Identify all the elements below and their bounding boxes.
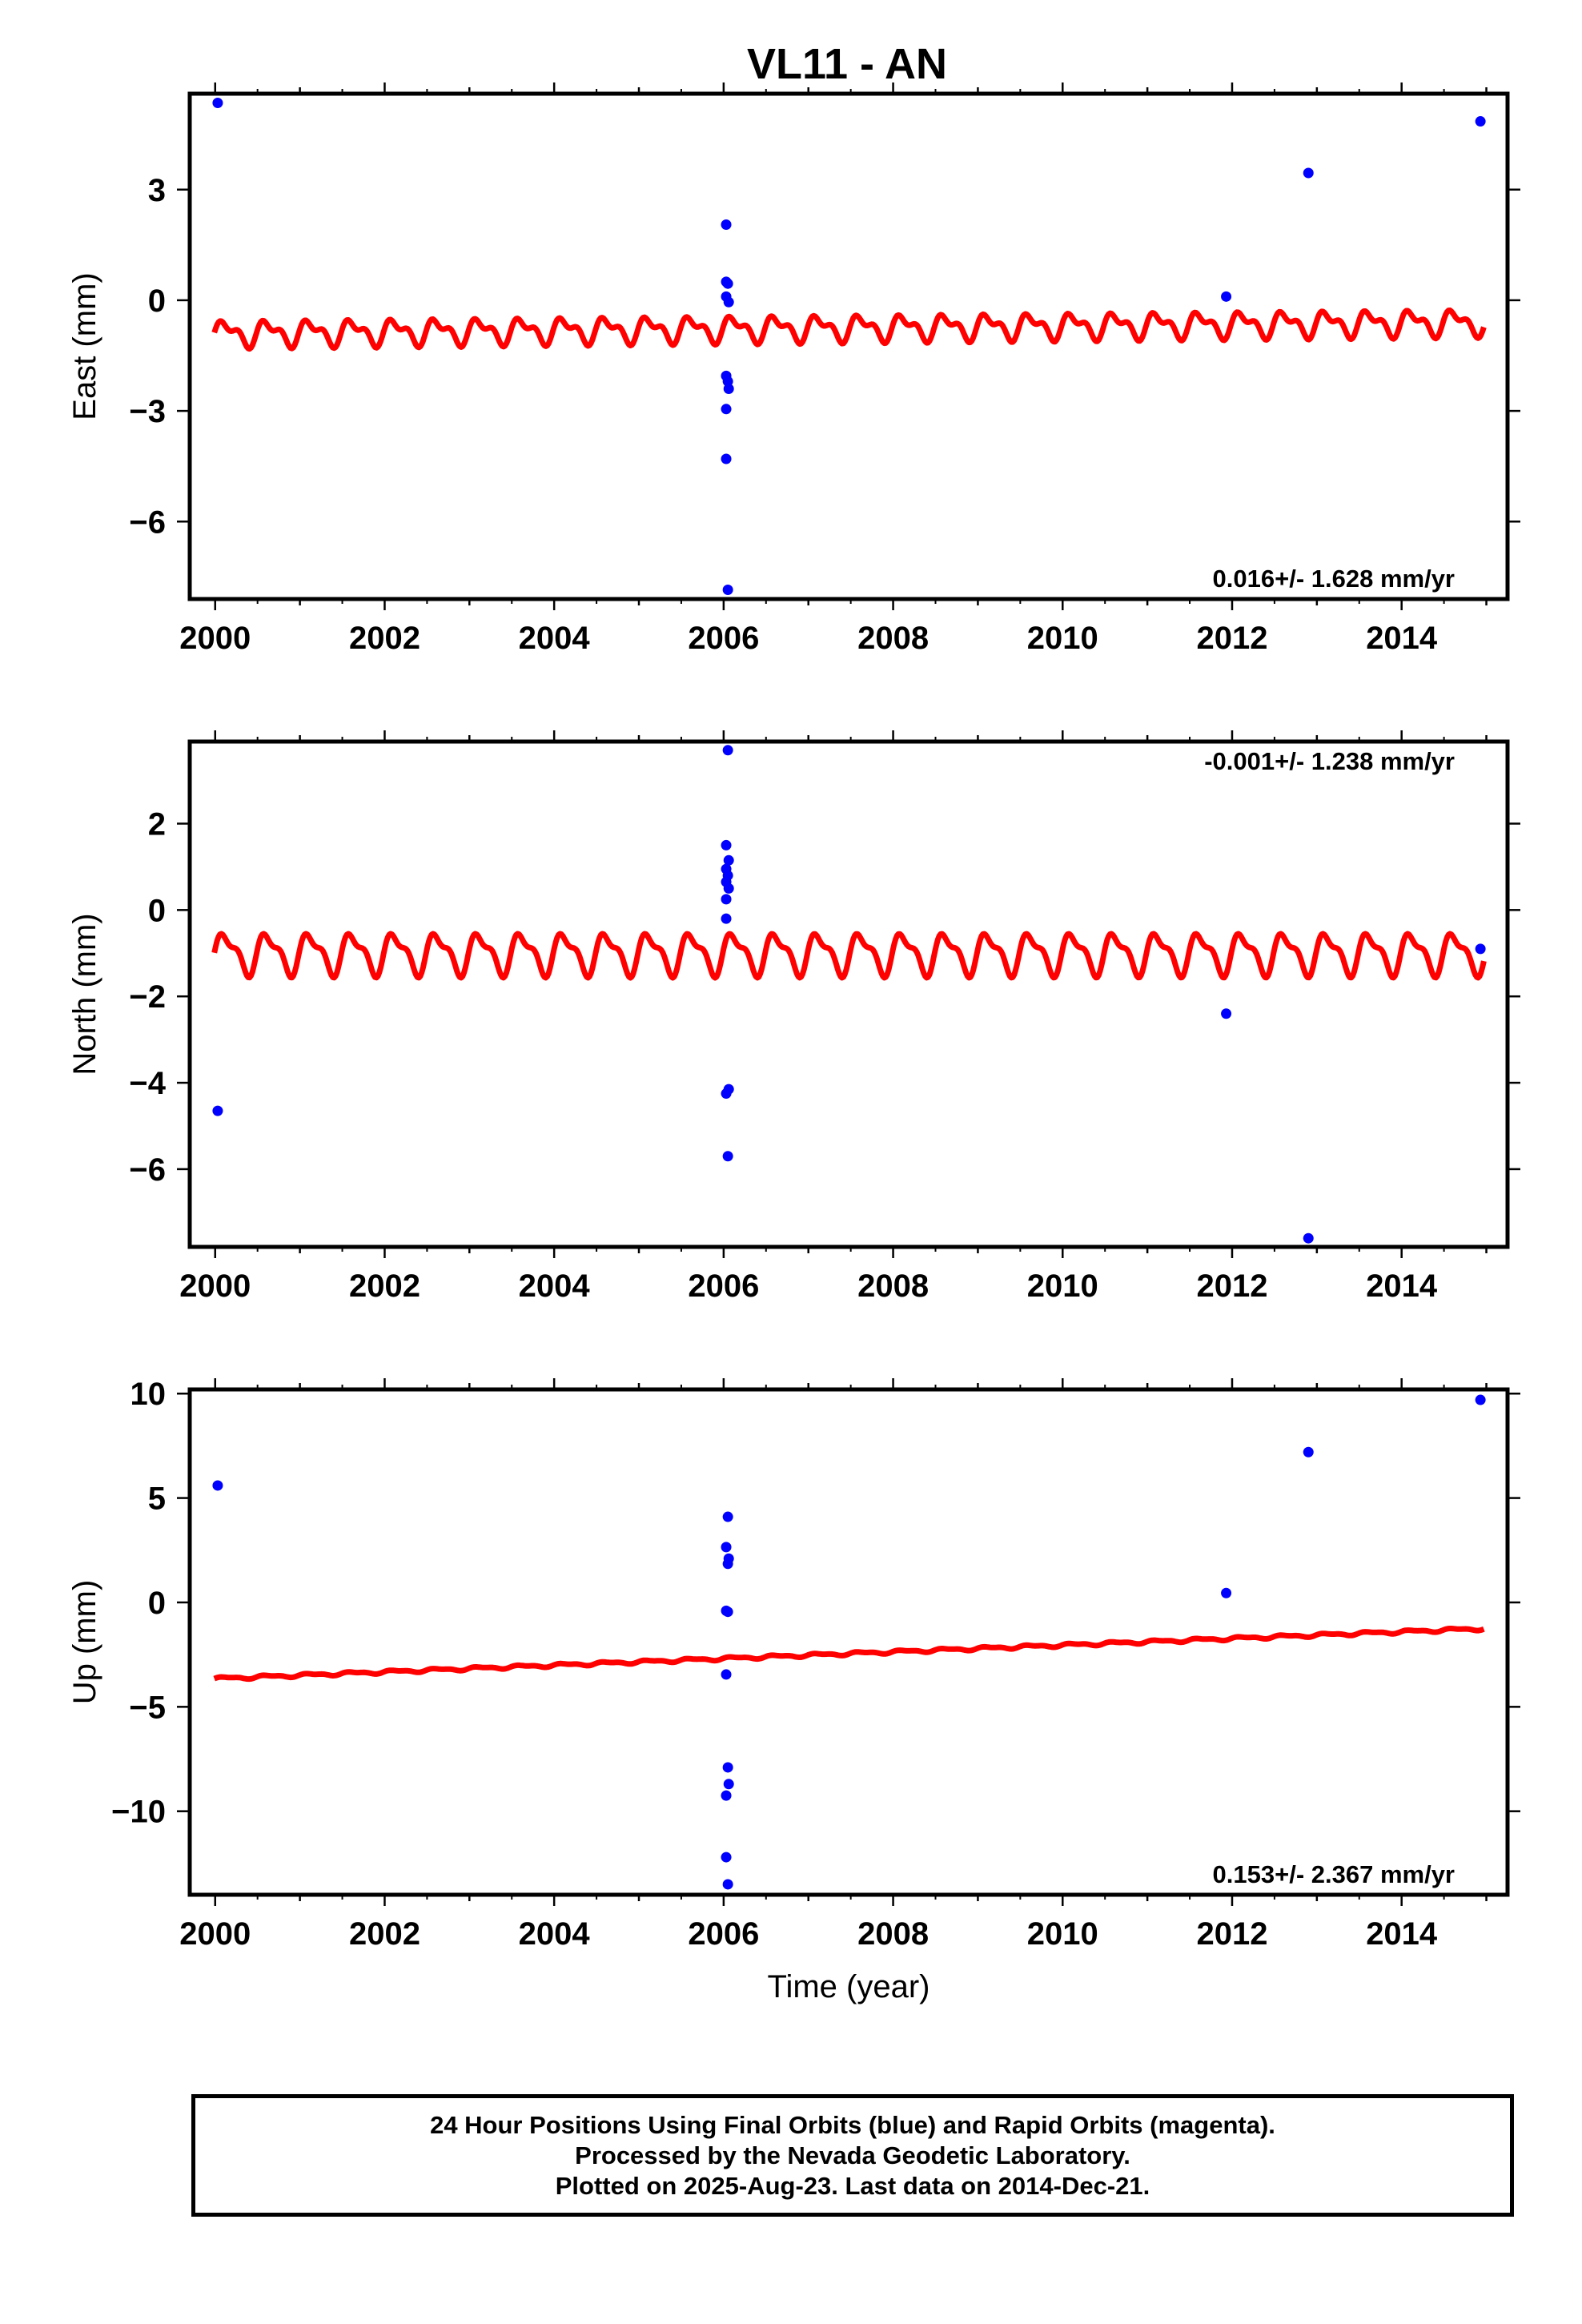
north-ytick-label: −2	[129, 979, 166, 1015]
up-xtick-label: 2000	[179, 1916, 251, 1952]
east-data-point	[721, 219, 732, 231]
east-xtick-label: 2004	[519, 621, 591, 656]
up-data-point	[722, 1762, 733, 1773]
up-data-point	[1221, 1587, 1232, 1598]
north-ytick-label: −4	[129, 1066, 166, 1101]
north-ytick-label: 0	[148, 893, 166, 928]
north-xtick-label: 2010	[1027, 1269, 1098, 1304]
up-data-point	[722, 1606, 733, 1618]
up-ytick-label: −5	[129, 1690, 166, 1725]
up-data-point	[721, 1852, 732, 1863]
north-data-point	[212, 1105, 223, 1116]
up-ytick-label: 0	[148, 1586, 166, 1621]
processing-info-box: 24 Hour Positions Using Final Orbits (bl…	[191, 2094, 1514, 2217]
up-ylabel: Up (mm)	[67, 1580, 102, 1705]
east-data-point	[1475, 116, 1486, 127]
east-data-point	[723, 296, 734, 308]
east-xtick-label: 2010	[1027, 621, 1098, 656]
up-frame	[187, 1387, 1510, 1897]
up-panel: 2000 2002 2004 2006 2008 2010 2012 2014 10 5 0 −5 −1…	[67, 1377, 1520, 2004]
up-data-point	[721, 1542, 732, 1553]
north-xtick-label: 2000	[179, 1269, 251, 1304]
north-xtick-label: 2008	[857, 1269, 929, 1304]
north-data-point	[1475, 943, 1486, 955]
north-data-point	[723, 883, 734, 894]
up-data-point	[721, 1669, 732, 1680]
north-data-point	[722, 1151, 733, 1162]
north-ytick-label: −6	[129, 1152, 166, 1188]
north-xtick-label: 2012	[1196, 1269, 1267, 1304]
footer-line-processor: Processed by the Nevada Geodetic Laborat…	[575, 2141, 1130, 2169]
north-data-point	[721, 1088, 732, 1100]
up-xtick-label: 2014	[1366, 1916, 1438, 1952]
east-ytick-label: 0	[148, 283, 166, 319]
chart-title: VL11 - AN	[747, 40, 947, 88]
up-ytick-label: 10	[130, 1377, 167, 1412]
east-ytick-label: −6	[129, 505, 166, 540]
up-xtick-label: 2010	[1027, 1916, 1098, 1952]
up-xtick-label: 2008	[857, 1916, 929, 1952]
up-data-point	[722, 1879, 733, 1890]
north-rate-label: -0.001+/- 1.238 mm/yr	[1204, 747, 1455, 775]
east-panel: 2000 2002 2004 2006 2008 2010 2012 2014 3 0 −3 −6 Ea…	[67, 82, 1520, 656]
east-xtick-label: 2006	[688, 621, 759, 656]
up-model-line	[213, 1626, 1486, 1683]
north-data-point	[722, 745, 733, 756]
north-ylabel: North (mm)	[67, 913, 102, 1075]
footer-line-orbits: 24 Hour Positions Using Final Orbits (bl…	[430, 2110, 1275, 2139]
north-xtick-label: 2004	[519, 1269, 591, 1304]
north-data-point	[1303, 1232, 1314, 1244]
north-xtick-label: 2002	[349, 1269, 420, 1304]
up-data-point	[723, 1779, 734, 1790]
up-xtick-label: 2012	[1196, 1916, 1267, 1952]
east-data-point	[722, 278, 733, 289]
east-xtick-label: 2000	[179, 621, 251, 656]
north-panel: 2000 2002 2004 2006 2008 2010 2012 2014 2 0 −2 −4 −6…	[67, 730, 1520, 1304]
north-data-point	[1221, 1008, 1232, 1019]
east-model-line	[211, 308, 1487, 352]
up-data-point	[722, 1511, 733, 1522]
north-frame	[187, 739, 1510, 1249]
up-data-point	[1475, 1394, 1486, 1405]
up-ytick-label: −10	[111, 1795, 166, 1830]
north-data-point	[721, 839, 732, 850]
east-data-point	[1303, 167, 1314, 179]
up-data-point	[722, 1558, 733, 1570]
east-xtick-label: 2008	[857, 621, 929, 656]
east-ytick-label: −3	[129, 394, 166, 429]
up-xtick-label: 2006	[688, 1916, 759, 1952]
east-data-point	[212, 98, 223, 109]
east-data-point	[721, 453, 732, 464]
up-xlabel: Time (year)	[768, 1969, 930, 2004]
east-data-point	[723, 383, 734, 394]
north-data-point	[721, 894, 732, 905]
up-ytick-label: 5	[148, 1482, 166, 1517]
up-data-point	[212, 1480, 223, 1491]
up-rate-label: 0.153+/- 2.367 mm/yr	[1213, 1860, 1455, 1888]
north-data-point	[723, 854, 734, 866]
north-ytick-label: 2	[148, 806, 166, 842]
north-model-line	[211, 931, 1487, 981]
north-xtick-label: 2006	[688, 1269, 759, 1304]
east-data-point	[721, 404, 732, 415]
east-xtick-label: 2002	[349, 621, 420, 656]
east-xtick-label: 2012	[1196, 621, 1267, 656]
east-data-point	[722, 584, 733, 595]
north-xtick-label: 2014	[1366, 1269, 1438, 1304]
east-ytick-label: 3	[148, 173, 166, 208]
east-frame	[187, 91, 1510, 601]
east-ylabel: East (mm)	[67, 272, 102, 420]
east-data-point	[1221, 291, 1232, 302]
up-data-point	[1303, 1446, 1314, 1458]
north-data-point	[721, 913, 732, 924]
east-rate-label: 0.016+/- 1.628 mm/yr	[1213, 565, 1455, 593]
east-xtick-label: 2014	[1366, 621, 1438, 656]
up-xtick-label: 2002	[349, 1916, 420, 1952]
up-data-point	[721, 1790, 732, 1801]
up-xtick-label: 2004	[519, 1916, 591, 1952]
footer-line-dates: Plotted on 2025-Aug-23. Last data on 201…	[555, 2171, 1150, 2200]
